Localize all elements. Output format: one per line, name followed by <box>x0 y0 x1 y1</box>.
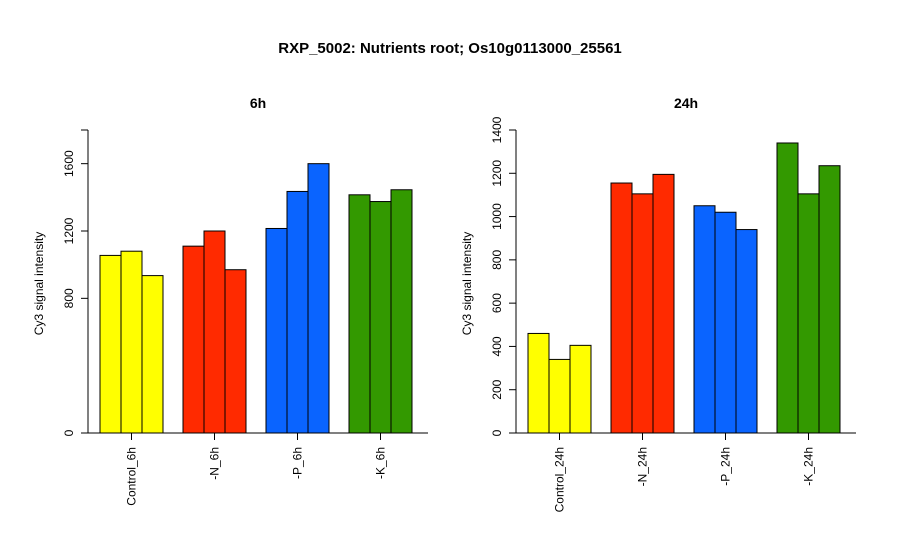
panel-6h: 6h Cy3 signal intensity 0 800 1200 1600 Contro… <box>32 95 428 506</box>
bar <box>714 211 737 434</box>
bar <box>735 229 758 434</box>
y-tick-label: 1000 <box>490 203 504 230</box>
x-tick-label: Control_6h <box>125 447 139 506</box>
y-tick-label: 600 <box>490 293 504 313</box>
y-tick-label: 1600 <box>62 150 76 177</box>
bar <box>569 344 592 434</box>
bar <box>610 182 633 434</box>
bar <box>652 173 675 434</box>
bar <box>631 193 654 434</box>
y-tick-label: 1400 <box>490 116 504 143</box>
x-tick-label: -P_24h <box>719 447 733 486</box>
bar <box>693 205 716 434</box>
bar <box>224 269 247 434</box>
y-axis-label: Cy3 signal intensity <box>32 232 46 335</box>
y-tick-label: 1200 <box>490 160 504 187</box>
bar <box>265 227 288 434</box>
bar <box>776 142 799 434</box>
bar <box>182 245 205 434</box>
panel-title: 6h <box>250 95 266 111</box>
figure-title: RXP_5002: Nutrients root; Os10g0113000_2… <box>278 40 622 57</box>
x-tick-label: -P_6h <box>291 447 305 479</box>
x-tick-label: -N_24h <box>636 447 650 486</box>
bar <box>286 190 309 434</box>
x-tick-label: -K_24h <box>802 447 816 486</box>
panel-24h: 24h Cy3 signal intensity 0 200 400 600 800 1000… <box>460 95 856 512</box>
x-tick-label: -K_6h <box>374 447 388 479</box>
bar <box>120 250 143 434</box>
x-tick-label: Control_24h <box>553 447 567 512</box>
y-tick-label: 800 <box>490 250 504 270</box>
y-tick-label: 800 <box>62 288 76 308</box>
y-tick-label: 0 <box>62 429 76 436</box>
bar <box>369 201 392 434</box>
bar <box>548 358 571 434</box>
bar <box>203 230 226 434</box>
bar <box>797 193 820 434</box>
bar <box>348 194 371 434</box>
bar <box>99 254 122 434</box>
y-tick-label: 400 <box>490 336 504 356</box>
bar <box>818 165 841 434</box>
bar <box>527 332 550 434</box>
bar <box>390 189 413 434</box>
panel-title: 24h <box>674 95 698 111</box>
y-axis-label: Cy3 signal intensity <box>460 232 474 335</box>
y-tick-label: 200 <box>490 379 504 399</box>
y-tick-label: 1200 <box>62 217 76 244</box>
bar <box>141 275 164 434</box>
x-tick-label: -N_6h <box>208 447 222 480</box>
y-tick-label: 0 <box>490 429 504 436</box>
bar <box>307 163 330 434</box>
